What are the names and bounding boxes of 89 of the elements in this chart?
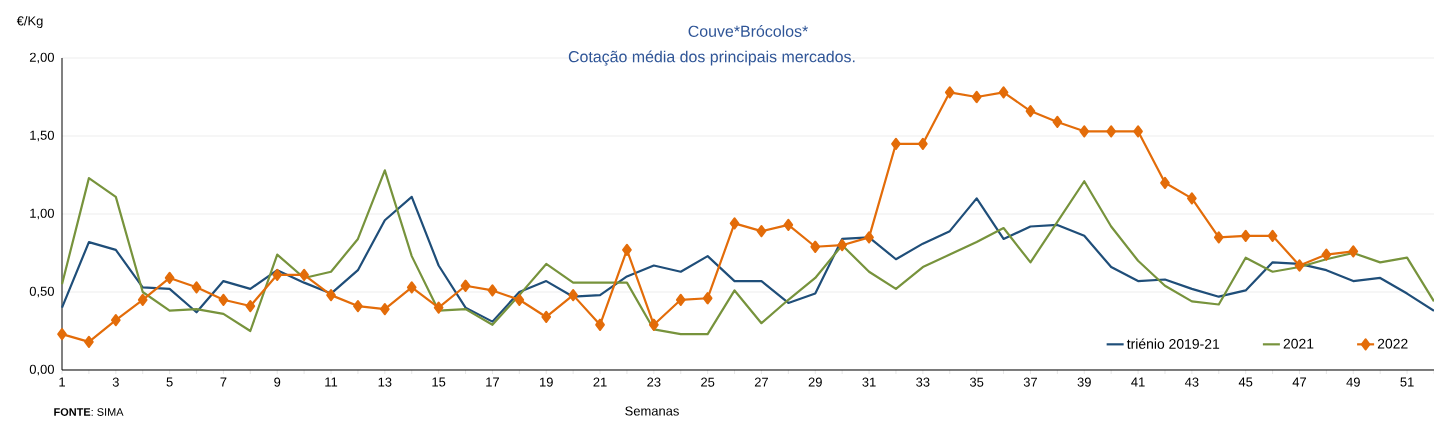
point xyxy=(998,86,1009,99)
x-tick-label: 21 xyxy=(593,377,607,387)
x-tick-label: 1 xyxy=(59,377,65,387)
point xyxy=(595,318,605,331)
x-tick-label: 41 xyxy=(1131,377,1145,387)
chart-subtitle: Cotação média dos principais mercados. xyxy=(568,50,855,66)
point xyxy=(1079,125,1090,138)
point xyxy=(541,310,552,324)
point xyxy=(622,243,632,256)
x-tick-label: 45 xyxy=(1238,377,1253,387)
point xyxy=(568,289,578,302)
y-tick-label: 0,50 xyxy=(29,286,54,298)
legend-label: 2021 xyxy=(1283,338,1314,349)
x-tick-label: 19 xyxy=(540,377,553,387)
point xyxy=(1348,245,1359,258)
point xyxy=(1187,192,1197,205)
point xyxy=(433,301,444,314)
point xyxy=(353,299,363,313)
point xyxy=(1025,104,1036,118)
point xyxy=(1160,176,1170,189)
point xyxy=(245,299,256,313)
y-axis-title: €/Kg xyxy=(16,15,43,29)
x-tick-label: 29 xyxy=(808,377,822,387)
point xyxy=(1321,248,1332,261)
point xyxy=(164,271,175,285)
x-tick-label: 23 xyxy=(647,377,661,387)
point xyxy=(729,217,740,230)
x-tick-label: 37 xyxy=(1023,377,1038,387)
x-tick-label: 5 xyxy=(166,377,173,387)
line-series xyxy=(60,195,1434,323)
x-tick-label: 13 xyxy=(378,377,392,387)
legend-label: triénio 2019-21 xyxy=(1126,338,1220,349)
point xyxy=(891,137,901,150)
point xyxy=(783,218,794,232)
point xyxy=(1106,125,1117,138)
x-axis-title: Semanas xyxy=(625,406,679,416)
point xyxy=(272,268,283,281)
point xyxy=(218,293,229,306)
point xyxy=(84,335,94,349)
x-tick-label: 9 xyxy=(274,377,281,387)
y-tick-label: 2,00 xyxy=(29,52,54,64)
x-tick-label: 33 xyxy=(916,377,930,387)
point xyxy=(702,292,713,305)
x-tick-label: 31 xyxy=(862,377,876,387)
x-tick-label: 15 xyxy=(432,377,446,387)
x-tick-label: 7 xyxy=(220,377,227,387)
point xyxy=(1240,229,1251,242)
point xyxy=(864,231,874,244)
y-tick-label: 1,50 xyxy=(30,130,54,142)
point xyxy=(406,281,417,294)
point xyxy=(944,86,955,99)
point xyxy=(810,240,821,253)
point xyxy=(1052,115,1063,129)
point xyxy=(1267,229,1278,242)
y-tick-label: 1,00 xyxy=(30,208,54,220)
point xyxy=(326,289,336,302)
point xyxy=(514,293,525,306)
chart-title: Couve*Brócolos* xyxy=(688,25,808,37)
point xyxy=(1213,231,1224,244)
point xyxy=(57,328,67,341)
point xyxy=(379,303,390,316)
point xyxy=(299,268,309,281)
y-tick-label: 0,00 xyxy=(29,364,54,376)
point xyxy=(756,225,767,238)
x-tick-label: 39 xyxy=(1077,377,1091,387)
x-tick-label: 49 xyxy=(1346,377,1360,387)
x-tick-label: 11 xyxy=(325,377,338,387)
x-tick-label: 47 xyxy=(1292,377,1307,387)
point xyxy=(971,90,982,104)
point xyxy=(487,284,498,297)
point xyxy=(918,137,928,150)
point xyxy=(1294,259,1305,272)
point xyxy=(837,239,847,252)
point xyxy=(460,279,471,292)
legend-label: 2022 xyxy=(1377,338,1408,349)
x-tick-label: 17 xyxy=(486,377,499,387)
point xyxy=(137,293,148,306)
text: FONTE: SIMA xyxy=(54,408,124,416)
x-tick-label: 51 xyxy=(1400,377,1414,387)
x-tick-label: 43 xyxy=(1184,377,1199,387)
point xyxy=(191,281,202,294)
x-tick-label: 25 xyxy=(701,377,715,387)
point xyxy=(675,293,686,306)
point xyxy=(110,313,121,327)
x-tick-label: 35 xyxy=(969,377,984,387)
x-tick-label: 27 xyxy=(754,377,768,387)
point xyxy=(648,318,659,331)
x-tick-label: 3 xyxy=(112,377,119,387)
point xyxy=(1133,125,1143,138)
